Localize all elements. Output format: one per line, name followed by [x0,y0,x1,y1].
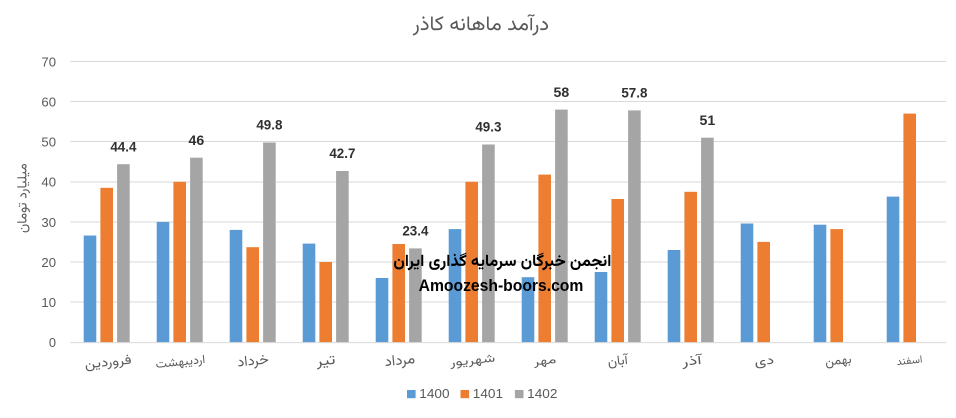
svg-text:Amoozesh-boors.com: Amoozesh-boors.com [419,276,584,295]
svg-text:49.3: 49.3 [475,120,501,135]
svg-text:58: 58 [554,85,570,100]
svg-text:44.4: 44.4 [110,139,137,154]
svg-text:40: 40 [41,175,56,190]
svg-text:30: 30 [41,215,56,230]
svg-text:10: 10 [41,295,56,310]
svg-text:1402: 1402 [527,386,557,401]
svg-text:70: 70 [41,54,56,69]
svg-text:1400: 1400 [419,386,449,401]
svg-text:60: 60 [41,95,56,110]
svg-text:46: 46 [189,133,205,148]
svg-text:42.7: 42.7 [329,146,355,161]
svg-text:23.4: 23.4 [402,224,429,239]
svg-text:0: 0 [49,335,56,350]
svg-text:1401: 1401 [473,386,503,401]
svg-text:57.8: 57.8 [621,86,648,101]
svg-text:51: 51 [700,113,716,128]
svg-text:20: 20 [41,255,56,270]
svg-text:50: 50 [41,135,56,150]
svg-text:49.8: 49.8 [256,118,283,133]
